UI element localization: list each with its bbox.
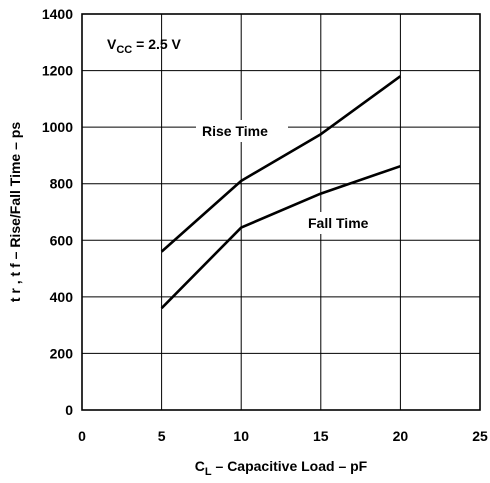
rise-time-line	[160, 75, 402, 253]
x-tick-labels: 0 5 10 15 20 25	[78, 428, 488, 444]
x-tick-label: 10	[233, 428, 249, 444]
y-tick-label: 600	[50, 232, 74, 248]
x-tick-label: 25	[472, 428, 488, 444]
x-tick-label: 15	[313, 428, 329, 444]
rise-time-label-bg	[196, 120, 288, 142]
plot-frame	[81, 13, 481, 411]
y-tick-label: 1000	[42, 119, 73, 135]
series-lines	[160, 75, 402, 310]
y-tick-label: 200	[50, 345, 74, 361]
y-tick-label: 1200	[42, 63, 73, 79]
vcc-annotation-rest: = 2.5 V	[132, 36, 181, 52]
x-axis-label-rest: – Capacitive Load – pF	[212, 458, 368, 474]
x-axis-label-main: C	[195, 458, 205, 474]
fall-time-line	[160, 164, 401, 310]
y-tick-labels: 0 200 400 600 800 1000 1200 1400	[42, 6, 73, 418]
x-tick-label: 0	[78, 428, 86, 444]
y-tick-label: 400	[50, 289, 74, 305]
vcc-annotation-sub: CC	[116, 44, 132, 56]
fall-time-label-bg	[302, 212, 398, 234]
grid	[82, 14, 480, 410]
y-tick-label: 0	[65, 402, 73, 418]
fall-time-label: Fall Time	[308, 215, 369, 231]
x-axis-label: CL – Capacitive Load – pF	[195, 458, 368, 478]
vcc-annotation-main: V	[107, 36, 117, 52]
y-tick-label: 1400	[42, 6, 73, 22]
x-axis-label-sub: L	[205, 466, 212, 478]
x-tick-label: 5	[158, 428, 166, 444]
y-axis-label: t r , t f – Rise/Fall Time – ps	[7, 122, 23, 302]
x-tick-label: 20	[393, 428, 409, 444]
rise-time-label: Rise Time	[202, 123, 268, 139]
y-tick-label: 800	[50, 176, 74, 192]
vcc-annotation: VCC = 2.5 V	[107, 36, 182, 56]
